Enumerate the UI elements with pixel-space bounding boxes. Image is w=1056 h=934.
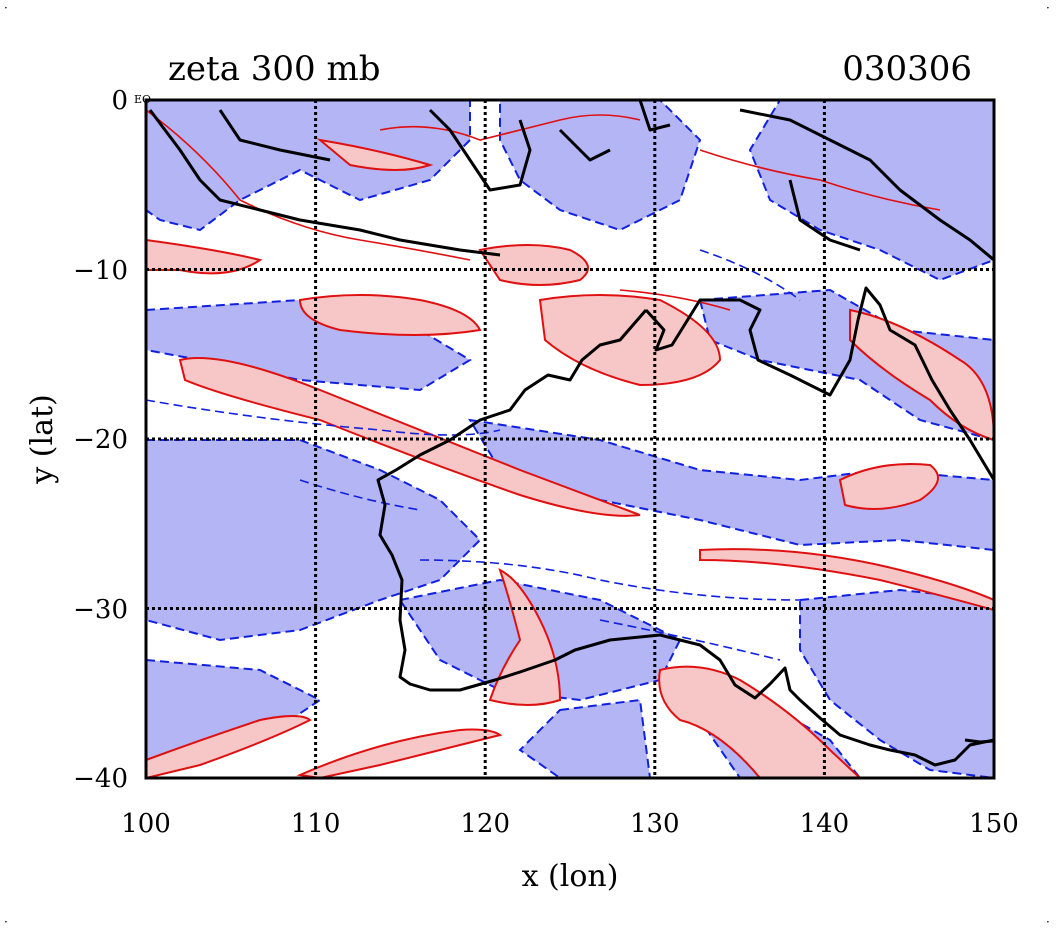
positive-region-south-lobe — [488, 568, 562, 706]
grid — [146, 100, 994, 778]
x-tick-label: 140 — [800, 809, 850, 839]
corner-label: EO — [134, 93, 151, 106]
y-tick-label: −10 — [73, 256, 128, 286]
corner-dot: · — [1046, 1, 1050, 15]
positive-band-south — [296, 728, 503, 778]
chart-title: zeta 300 mb — [168, 49, 380, 89]
borneo-sulawesi-coastline — [428, 100, 671, 192]
negative-region-west-large — [146, 439, 482, 642]
x-tick-label: 130 — [630, 809, 680, 839]
positive-region-north-strip — [146, 238, 263, 275]
contour-line — [146, 399, 501, 436]
y-axis-label: y (lat) — [25, 394, 60, 484]
coastlines — [148, 100, 994, 767]
new-guinea-coastline — [739, 108, 994, 262]
y-tick-label: −40 — [73, 764, 128, 794]
y-tick-label: −30 — [73, 595, 128, 625]
corner-dot: · — [1046, 915, 1050, 929]
x-tick-label: 100 — [121, 809, 171, 839]
x-axis: 100 110 120 130 140 150 x (lon) — [121, 809, 1019, 894]
positive-region-gulf — [538, 294, 722, 387]
positive-region-north-band — [316, 138, 434, 171]
positive-band-southwest — [146, 715, 312, 778]
x-tick-label: 110 — [291, 809, 341, 839]
contour-line — [699, 249, 801, 301]
positive-vorticity-regions — [146, 138, 994, 778]
x-tick-label: 120 — [460, 809, 510, 839]
plot-area — [146, 100, 994, 778]
contour-line — [699, 149, 941, 211]
tasmania-coastline — [964, 738, 994, 744]
y-tick-label: −20 — [73, 425, 128, 455]
contour-line — [299, 479, 421, 511]
contour-line — [379, 114, 641, 141]
y-axis: 0 −10 −20 −30 −40 y (lat) — [25, 86, 128, 794]
positive-region-blob-east — [838, 463, 939, 510]
negative-region-northwest — [146, 100, 471, 232]
contour-line — [419, 559, 801, 601]
corner-dot: · — [4, 1, 8, 15]
positive-region-timor — [478, 244, 589, 286]
date-code: 030306 — [842, 49, 972, 89]
positive-region-nwshelf — [298, 294, 482, 336]
plot-frame — [144, 98, 996, 780]
australia-coastline — [376, 286, 994, 767]
negative-region-northeast — [748, 100, 994, 282]
positive-band-subtropical — [178, 357, 641, 517]
sumatra-java-coastline — [148, 109, 501, 257]
corner-dot: · — [4, 915, 8, 929]
negative-region-south-mid — [518, 698, 652, 778]
positive-band-southeast — [699, 548, 994, 612]
y-tick-label: 0 — [111, 86, 128, 116]
contour-line — [619, 289, 731, 311]
negative-region-north-central — [499, 100, 702, 232]
contour-lines — [146, 109, 941, 661]
contour-line — [146, 109, 471, 261]
x-axis-label: x (lon) — [522, 859, 619, 894]
positive-region-southeast-trough — [658, 665, 862, 778]
x-tick-label: 150 — [969, 809, 1019, 839]
